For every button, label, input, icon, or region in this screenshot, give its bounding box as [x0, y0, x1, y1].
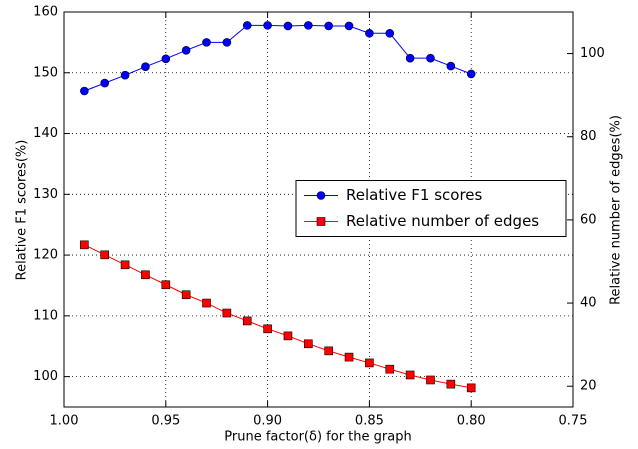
legend-box — [295, 180, 567, 237]
y-tick-label: 100 — [33, 369, 58, 384]
y-axis-label: Relative F1 scores(%) — [15, 140, 30, 281]
marker — [324, 21, 333, 31]
marker — [141, 270, 150, 280]
marker — [181, 290, 191, 300]
marker — [426, 375, 435, 385]
marker — [466, 69, 476, 79]
marker — [181, 45, 191, 55]
y2-axis-label: Relative number of edges(%) — [609, 115, 624, 305]
marker — [283, 331, 293, 341]
marker — [141, 62, 150, 71]
y-tick-label: 160 — [33, 5, 58, 20]
y2-tick-label: 60 — [580, 212, 597, 227]
marker — [100, 78, 110, 88]
marker — [316, 191, 326, 200]
marker — [242, 21, 252, 30]
marker — [466, 383, 476, 393]
y-tick-label: 120 — [33, 248, 58, 263]
marker — [385, 28, 395, 38]
y2-tick-label: 100 — [580, 46, 605, 61]
marker — [324, 346, 333, 356]
marker — [304, 21, 313, 30]
y-tick-label: 130 — [33, 187, 58, 202]
marker — [120, 70, 130, 80]
marker — [344, 21, 354, 31]
x-tick-label: 0.90 — [253, 414, 282, 429]
marker — [263, 324, 272, 334]
marker — [446, 379, 456, 389]
marker — [263, 21, 272, 30]
x-tick-label: 0.95 — [151, 414, 180, 429]
marker — [222, 308, 232, 318]
marker — [446, 61, 456, 71]
plot-frame — [63, 11, 574, 408]
y2-tick-label: 40 — [580, 296, 597, 311]
marker — [80, 86, 89, 96]
marker — [365, 358, 374, 368]
marker — [161, 54, 171, 64]
x-tick-label: 0.75 — [559, 414, 588, 429]
marker — [385, 364, 395, 374]
marker — [365, 28, 374, 38]
x-tick-label: 0.85 — [355, 414, 384, 429]
marker — [283, 21, 293, 31]
legend: Relative F1 scores Relative number of edg… — [295, 180, 567, 237]
x-tick-label: 0.80 — [457, 414, 486, 429]
marker — [120, 260, 130, 270]
y-tick-label: 140 — [33, 126, 58, 141]
marker — [80, 240, 89, 250]
marker — [316, 217, 326, 226]
marker — [202, 38, 211, 47]
marker — [405, 53, 415, 63]
marker — [405, 370, 415, 380]
marker — [202, 298, 211, 308]
x-axis-label: Prune factor(δ) for the graph — [224, 430, 411, 445]
series-line — [84, 244, 472, 389]
marker — [222, 38, 232, 47]
marker — [426, 53, 435, 63]
marker — [344, 352, 354, 362]
y2-tick-label: 80 — [580, 129, 597, 144]
marker — [161, 280, 171, 290]
legend-label: Relative number of edges — [346, 212, 539, 230]
y-tick-label: 150 — [33, 65, 58, 80]
marker — [100, 250, 110, 260]
y-tick-label: 110 — [33, 308, 58, 323]
marker — [242, 316, 252, 326]
y2-tick-label: 20 — [580, 379, 597, 394]
x-tick-label: 1.00 — [50, 414, 79, 429]
legend-label: Relative F1 scores — [346, 186, 483, 204]
marker — [304, 339, 313, 349]
